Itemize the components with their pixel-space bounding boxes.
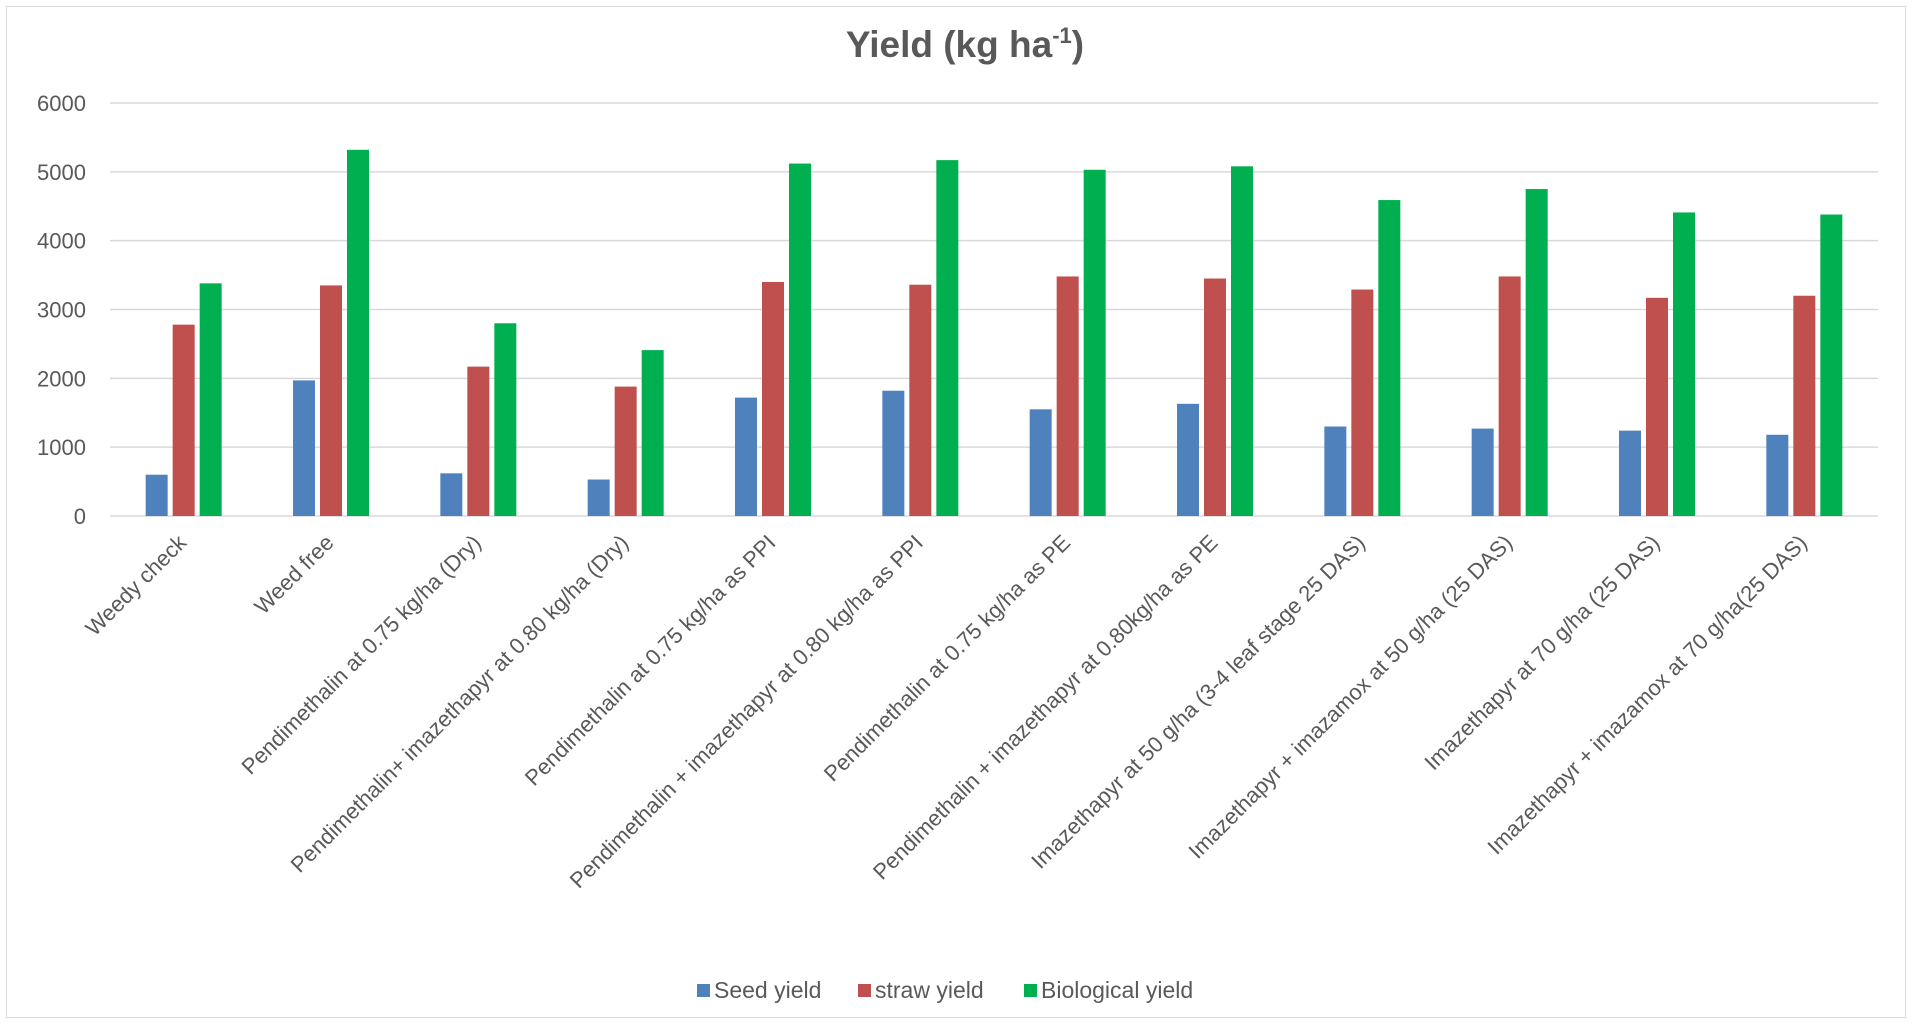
x-tick-label: Imazethapyr at 70 g/ha (25 DAS) — [1419, 530, 1664, 775]
y-tick-label: 2000 — [37, 366, 86, 391]
bar-biological-yield — [1673, 212, 1695, 516]
bar-seed-yield — [293, 380, 315, 516]
x-tick-label: Pendimethalin at 0.75 kg/ha (Dry) — [236, 530, 485, 779]
x-tick-label: Imazethapyr + imazamox at 50 g/ha (25 DA… — [1183, 530, 1517, 864]
bar-biological-yield — [347, 149, 369, 516]
bar-seed-yield — [440, 473, 463, 516]
bar-straw-yield — [172, 324, 195, 516]
bar-straw-yield — [320, 285, 342, 516]
bar-seed-yield — [1177, 403, 1199, 516]
legend-label: Biological yield — [1041, 977, 1193, 1003]
legend-label: straw yield — [875, 977, 984, 1003]
bar-biological-yield — [641, 350, 664, 516]
x-tick-label: Pendimethalin at 0.75 kg/ha as PPI — [520, 530, 781, 791]
bar-straw-yield — [1793, 295, 1816, 516]
x-tick-label: Pendimethalin + imazethapyr at 0.80 kg/h… — [565, 530, 928, 893]
chart-title-suffix: ) — [1072, 24, 1084, 65]
bar-seed-yield — [882, 390, 905, 516]
y-tick-label: 1000 — [37, 435, 86, 460]
y-tick-label: 3000 — [37, 298, 86, 323]
bar-biological-yield — [1525, 189, 1548, 516]
bar-seed-yield — [145, 474, 168, 516]
x-tick-label: Pendimethalin+ imazethapyr at 0.80 kg/ha… — [286, 530, 634, 878]
chart-title: Yield (kg ha-1) — [846, 23, 1084, 65]
bar-seed-yield — [587, 479, 610, 516]
bar-seed-yield — [1471, 428, 1494, 516]
x-tick-label: Pendimethalin + imazethapyr at 0.80kg/ha… — [868, 530, 1223, 885]
bar-straw-yield — [909, 284, 932, 516]
x-tick-label: Imazethapyr + imazamox at 70 g/ha(25 DAS… — [1482, 530, 1811, 859]
bar-biological-yield — [1231, 166, 1253, 516]
gridlines — [110, 102, 1878, 517]
bar-straw-yield — [614, 386, 637, 516]
bar-straw-yield — [467, 366, 490, 516]
bar-seed-yield — [735, 397, 757, 516]
bar-biological-yield — [199, 283, 222, 516]
x-tick-label: Weed free — [249, 530, 338, 619]
y-tick-label: 6000 — [37, 91, 86, 116]
bar-straw-yield — [1351, 289, 1374, 516]
bar-biological-yield — [1820, 214, 1843, 516]
y-axis-ticks: 0 1000 2000 3000 4000 5000 6000 — [37, 91, 86, 529]
bar-biological-yield — [1083, 169, 1106, 517]
bar-seed-yield — [1029, 409, 1052, 516]
bar-straw-yield — [1646, 297, 1668, 516]
bar-straw-yield — [762, 281, 784, 516]
bar-seed-yield — [1619, 430, 1641, 516]
bar-biological-yield — [789, 163, 811, 516]
x-tick-label: Pendimethalin at 0.75 kg/ha as PE — [819, 530, 1075, 786]
bar-straw-yield — [1498, 276, 1521, 516]
legend-label: Seed yield — [714, 977, 821, 1003]
legend-swatch — [1024, 984, 1037, 997]
legend: Seed yield straw yield Biological yield — [697, 977, 1193, 1003]
bars — [145, 149, 1843, 517]
legend-swatch — [697, 984, 710, 997]
bar-straw-yield — [1204, 278, 1226, 516]
bar-biological-yield — [494, 323, 517, 516]
y-tick-label: 5000 — [37, 160, 86, 185]
y-tick-label: 4000 — [37, 229, 86, 254]
bar-biological-yield — [1378, 200, 1401, 516]
bar-seed-yield — [1324, 426, 1347, 516]
bar-straw-yield — [1056, 276, 1079, 516]
y-tick-label: 0 — [74, 504, 86, 529]
bar-biological-yield — [936, 160, 959, 517]
x-tick-label: Weedy check — [80, 529, 191, 640]
bar-seed-yield — [1766, 434, 1789, 516]
chart-title-main: Yield (kg ha — [846, 24, 1053, 65]
x-tick-label: Imazethapyr at 50 g/ha (3-4 leaf stage 2… — [1026, 530, 1370, 874]
chart-title-superscript: -1 — [1052, 23, 1072, 48]
legend-swatch — [858, 984, 871, 997]
